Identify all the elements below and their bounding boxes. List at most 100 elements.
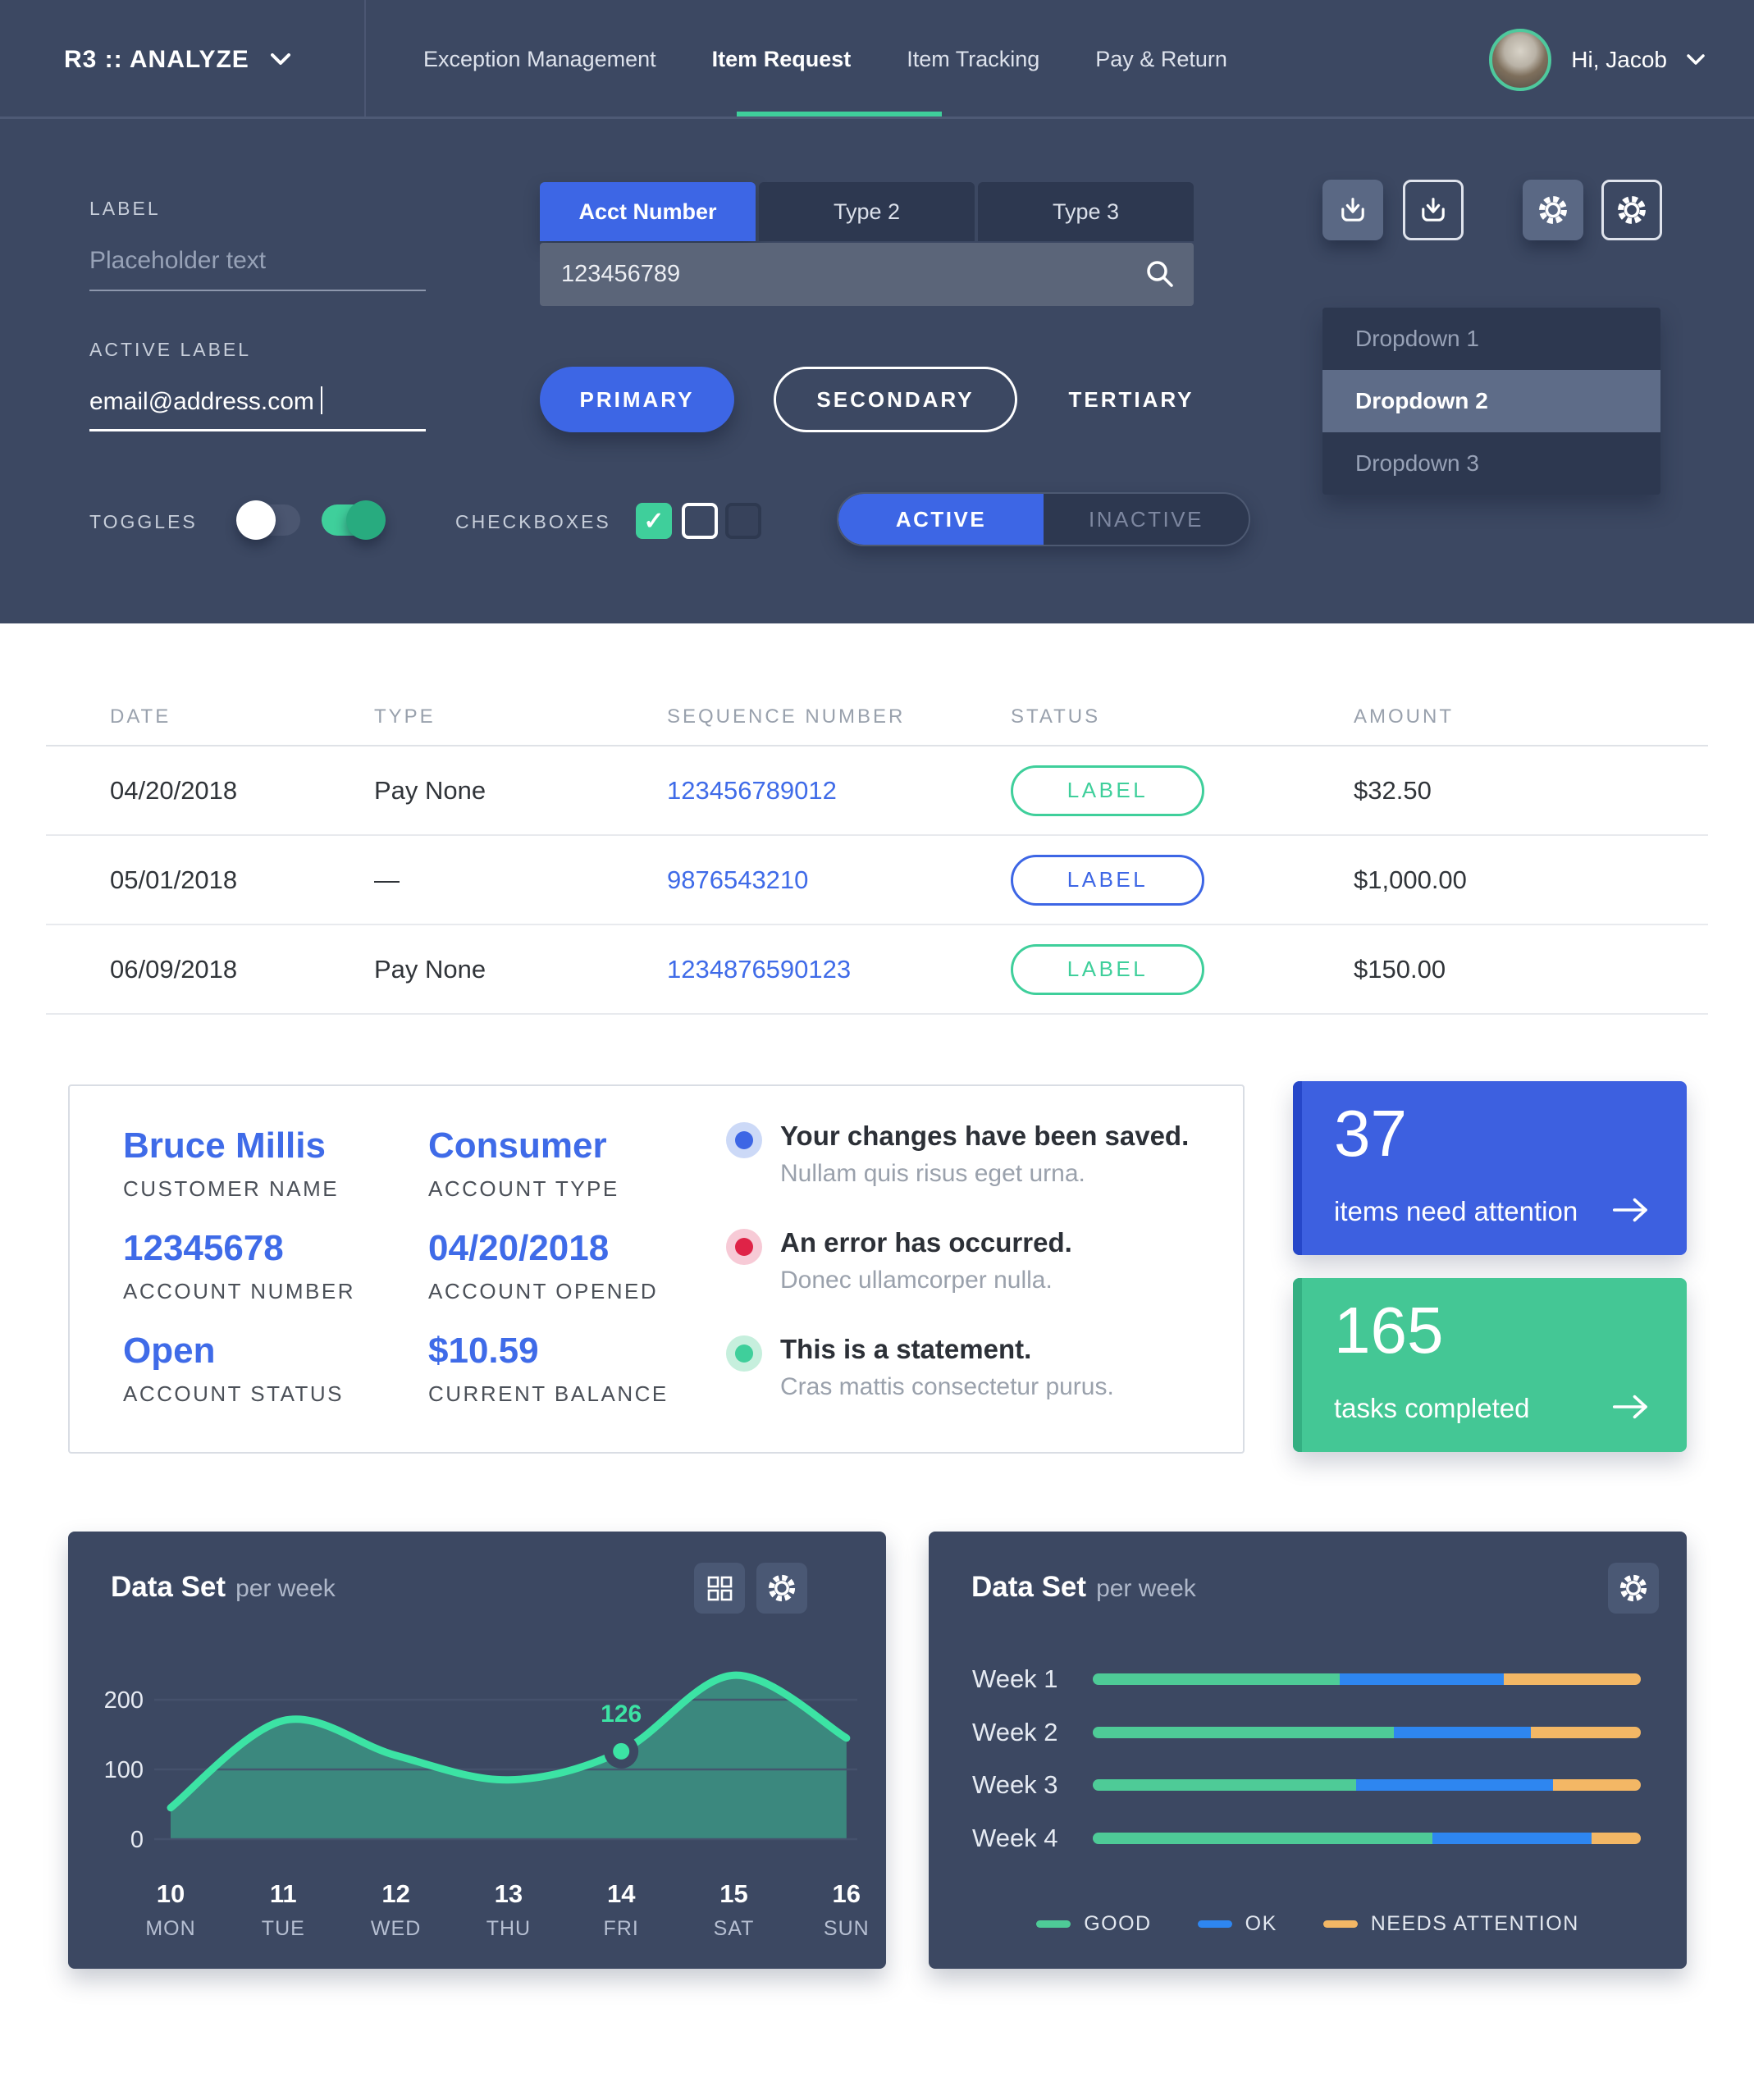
x-axis-tick-day: FRI: [604, 1917, 639, 1940]
chart-subtitle: per week: [1096, 1575, 1196, 1602]
checkbox-unchecked[interactable]: [682, 503, 718, 539]
stat-label: tasks completed: [1334, 1393, 1530, 1423]
download-button[interactable]: [1322, 180, 1383, 240]
cell-amount: $1,000.00: [1354, 865, 1467, 894]
stacked-bar[interactable]: [1093, 1673, 1641, 1686]
download-icon: [1341, 198, 1364, 221]
account-field-value[interactable]: Consumer: [428, 1125, 607, 1166]
nav-item-exception-management[interactable]: Exception Management: [423, 47, 656, 71]
nav-divider: [364, 0, 366, 119]
tertiary-button[interactable]: TERTIARY: [1068, 386, 1194, 412]
legend-label: NEEDS ATTENTION: [1370, 1912, 1579, 1935]
y-axis-tick: 100: [104, 1757, 144, 1783]
grid-view-button[interactable]: [694, 1563, 745, 1614]
account-field-label: ACCOUNT TYPE: [428, 1176, 619, 1201]
cell-date: 06/09/2018: [110, 954, 238, 984]
account-field: Open ACCOUNT STATUS: [123, 1331, 428, 1407]
segmented-control: ACTIVE INACTIVE: [837, 492, 1250, 546]
cell-date: 05/01/2018: [110, 865, 238, 894]
cell-sequence-link[interactable]: 9876543210: [667, 865, 809, 894]
chart-legend: GOOD OK NEEDS ATTENTION: [929, 1912, 1687, 1936]
email-field[interactable]: email@address.com: [89, 386, 322, 416]
area-fill: [171, 1675, 847, 1839]
legend-label: OK: [1245, 1912, 1277, 1935]
x-axis-tick-number: 11: [270, 1879, 297, 1908]
nav-item-item-tracking[interactable]: Item Tracking: [907, 47, 1040, 71]
avatar[interactable]: [1489, 28, 1552, 91]
stacked-bar[interactable]: [1093, 1726, 1641, 1738]
cell-sequence-link[interactable]: 123456789012: [667, 775, 837, 805]
account-field-value[interactable]: $10.59: [428, 1331, 539, 1371]
x-axis-tick-number: 15: [719, 1879, 747, 1908]
account-field-value[interactable]: Bruce Millis: [123, 1125, 326, 1166]
account-field: 04/20/2018 ACCOUNT OPENED: [428, 1228, 669, 1304]
dropdown-item[interactable]: Dropdown 2: [1322, 370, 1660, 432]
account-field: 12345678 ACCOUNT NUMBER: [123, 1228, 428, 1304]
bar-segment-ok: [1394, 1726, 1532, 1738]
cell-amount: $150.00: [1354, 954, 1446, 984]
bar-segment-good: [1093, 1726, 1395, 1738]
stat-card-attention[interactable]: 37 items need attention: [1293, 1081, 1687, 1255]
tab-type-3[interactable]: Type 3: [978, 182, 1194, 241]
cell-type: —: [374, 865, 400, 894]
area-chart[interactable]: 200 100 0 126 10 MON 11 TUE 12 WED 13 THU 14 FRI 15 SAT…: [68, 1532, 886, 1969]
x-axis-tick-day: WED: [371, 1917, 421, 1940]
nav-item-pay-return[interactable]: Pay & Return: [1095, 47, 1227, 71]
account-field-label: ACCOUNT NUMBER: [123, 1279, 355, 1303]
cell-date: 04/20/2018: [110, 775, 238, 805]
status-dot: [726, 1335, 762, 1372]
cell-sequence-link[interactable]: 1234876590123: [667, 954, 852, 984]
account-field-value[interactable]: 04/20/2018: [428, 1228, 610, 1268]
transactions-table: DATE TYPE SEQUENCE NUMBER STATUS AMOUNT 04/2…: [46, 689, 1708, 1015]
primary-button[interactable]: PRIMARY: [540, 367, 734, 432]
chart-settings-button[interactable]: [1608, 1563, 1659, 1614]
segment-active[interactable]: ACTIVE: [838, 494, 1044, 545]
cell-type: Pay None: [374, 954, 486, 984]
status-badge[interactable]: LABEL: [1011, 765, 1204, 816]
stacked-bar[interactable]: [1093, 1832, 1641, 1844]
dropdown-item[interactable]: Dropdown 3: [1355, 450, 1479, 476]
toggle-off[interactable]: [236, 500, 300, 540]
status-message-body: Donec ullamcorper nulla.: [780, 1267, 1053, 1294]
bar-category-label: Week 2: [972, 1717, 1058, 1746]
user-menu[interactable]: Hi, Jacob: [1489, 0, 1705, 119]
dropdown-item[interactable]: Dropdown 1: [1355, 326, 1479, 351]
account-field-value[interactable]: Open: [123, 1331, 216, 1371]
bar-segment-good: [1093, 1779, 1356, 1792]
status-badge[interactable]: LABEL: [1011, 943, 1204, 995]
stat-card-completed[interactable]: 165 tasks completed: [1293, 1278, 1687, 1452]
search-bar[interactable]: [540, 243, 1194, 306]
legend-item: GOOD: [1036, 1912, 1151, 1936]
chart-settings-button[interactable]: [756, 1563, 807, 1614]
field-label: LABEL: [89, 198, 161, 219]
legend-item: OK: [1197, 1912, 1277, 1936]
secondary-button[interactable]: SECONDARY: [774, 367, 1017, 432]
x-axis-tick-day: SAT: [714, 1917, 755, 1940]
tab-acct-number[interactable]: Acct Number: [540, 182, 756, 241]
status-message-body: Cras mattis consectetur purus.: [780, 1373, 1114, 1400]
checkbox-disabled[interactable]: [725, 503, 761, 539]
status-badge[interactable]: LABEL: [1011, 854, 1204, 906]
tab-type-2[interactable]: Type 2: [759, 182, 975, 241]
status-message-text: This is a statement. Cras mattis consecte…: [780, 1334, 1114, 1401]
account-field-label: CURRENT BALANCE: [428, 1381, 669, 1406]
search-input[interactable]: [540, 261, 1114, 288]
search-tabs: Acct Number Type 2 Type 3: [540, 182, 1194, 241]
settings-button-outline[interactable]: [1601, 180, 1662, 240]
app-logo[interactable]: R3 :: ANALYZE: [64, 0, 290, 119]
account-field-value[interactable]: 12345678: [123, 1228, 284, 1268]
highlight-marker[interactable]: [613, 1742, 630, 1760]
segment-inactive[interactable]: INACTIVE: [1089, 506, 1204, 532]
download-button-outline[interactable]: [1403, 180, 1464, 240]
account-field: Consumer ACCOUNT TYPE: [428, 1125, 669, 1202]
nav-item-item-request[interactable]: Item Request: [711, 47, 852, 71]
search-icon[interactable]: [1143, 257, 1177, 295]
arrow-right-icon[interactable]: [1610, 1392, 1652, 1426]
settings-button[interactable]: [1523, 180, 1583, 240]
toggle-on[interactable]: [322, 500, 386, 540]
checkbox-checked[interactable]: ✓: [636, 503, 672, 539]
bar-segment-needs-attention: [1531, 1726, 1641, 1738]
stacked-bar[interactable]: [1093, 1779, 1641, 1792]
text-input-placeholder[interactable]: Placeholder text: [89, 247, 267, 274]
arrow-right-icon[interactable]: [1610, 1195, 1652, 1229]
